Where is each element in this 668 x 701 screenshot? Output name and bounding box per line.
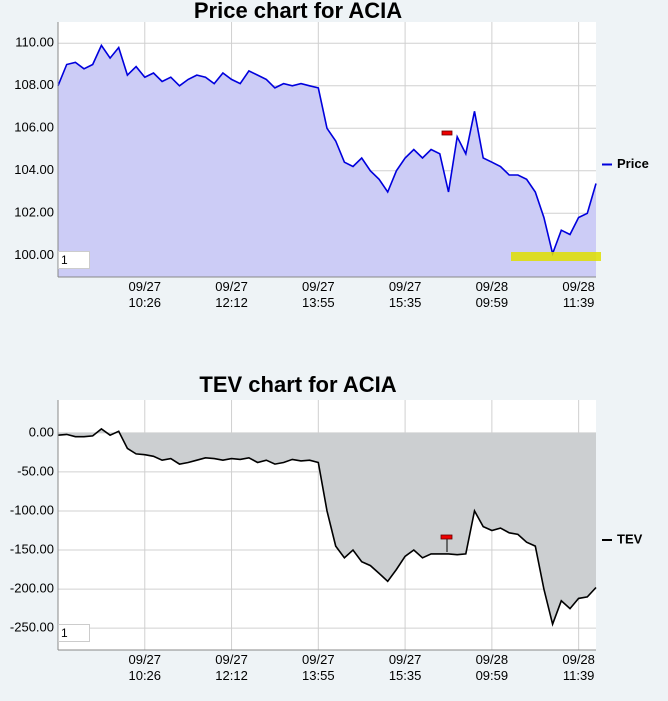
chart-title: Price chart for ACIA <box>194 0 402 23</box>
x-tick-label: 09/27 10:26 <box>128 652 162 683</box>
x-tick-label: 09/27 13:55 <box>302 652 335 683</box>
tev-chart: -250.00 -200.00 -150.00 -100.00 -50.00 0.00 TE… <box>10 372 643 651</box>
x-tick-label: 09/27 15:35 <box>388 652 422 683</box>
x-tick-label: 09/27 10:26 <box>128 279 162 310</box>
x-tick-label: 09/27 15:35 <box>388 279 422 310</box>
x-tick-label: 09/27 13:55 <box>302 279 335 310</box>
marker <box>440 534 453 540</box>
x-tick-label: 09/28 09:59 <box>475 279 509 310</box>
area <box>58 428 596 625</box>
line <box>57 43 597 257</box>
y-tick-label: -200.00 <box>10 581 54 596</box>
y-tick-label: -250.00 <box>10 620 54 635</box>
x-tick-label: 09/28 09:59 <box>475 652 509 683</box>
page-input[interactable]: 1 <box>58 251 90 269</box>
y-tick-label: -50.00 <box>17 463 54 478</box>
x-tick-label: 09/28 11:39 <box>562 652 595 683</box>
y-tick-label: 104.00 <box>14 162 54 177</box>
x-tick-label: 09/27 12:12 <box>215 652 248 683</box>
y-tick-label: 108.00 <box>14 77 54 92</box>
marker <box>441 130 453 136</box>
area <box>58 45 596 278</box>
x-tick-label: 09/28 11:39 <box>562 279 595 310</box>
line <box>57 427 597 627</box>
y-tick-label: 0.00 <box>29 424 54 439</box>
legend-label: Price <box>617 156 649 171</box>
y-tick-label: 106.00 <box>14 120 54 135</box>
price-chart: 100.00 102.00 104.00 106.00 108.00 110.00 Pric… <box>14 0 649 278</box>
page-input[interactable]: 1 <box>58 624 90 642</box>
chart-title: TEV chart for ACIA <box>199 372 396 397</box>
highlight-band <box>511 252 601 261</box>
y-tick-label: 100.00 <box>14 247 54 262</box>
y-tick-label: -150.00 <box>10 541 54 556</box>
y-tick-label: 102.00 <box>14 205 54 220</box>
y-tick-label: 110.00 <box>15 35 54 50</box>
y-tick-label: -100.00 <box>10 502 54 517</box>
x-tick-label: 09/27 12:12 <box>215 279 248 310</box>
legend-label: TEV <box>617 531 643 546</box>
